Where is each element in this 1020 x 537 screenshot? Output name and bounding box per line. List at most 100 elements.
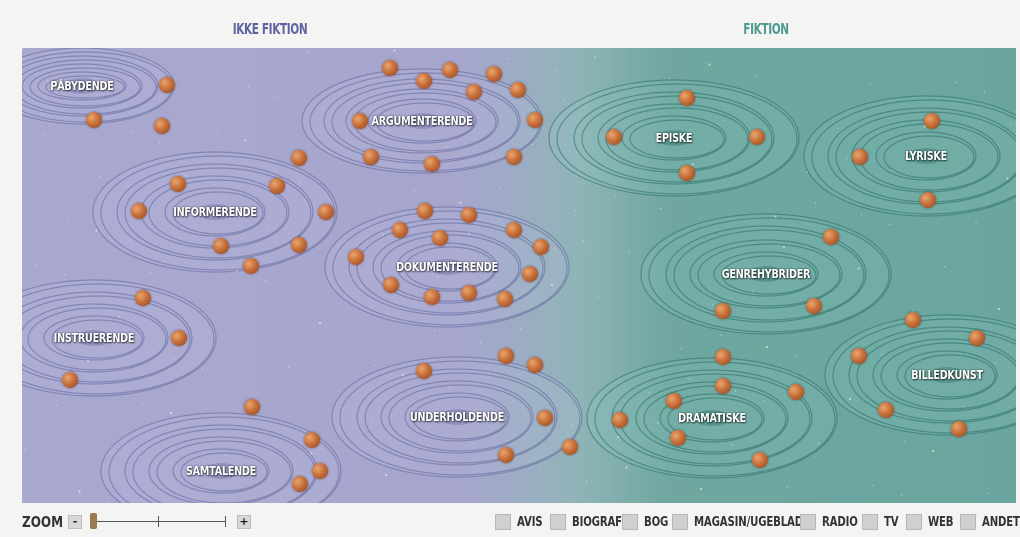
galaxy-label-genrehybrider[interactable]: GENREHYBRIDER [721,267,811,281]
planet-instruerende[interactable] [62,372,78,388]
galaxy-label-dokumenterende[interactable]: DOKUMENTERENDE [396,260,498,274]
planet-billedkunst[interactable] [851,348,867,364]
checkbox[interactable] [495,514,511,530]
planet-informerende[interactable] [269,178,285,194]
planet-dokumenterende[interactable] [424,289,440,305]
planet-dokumenterende[interactable] [392,222,408,238]
filter-biograf[interactable]: BIOGRAF [550,514,636,530]
planet-samtalende[interactable] [244,399,260,415]
planet-argumenterende[interactable] [466,84,482,100]
planet-episke[interactable] [606,129,622,145]
checkbox[interactable] [672,514,688,530]
planet-informerende[interactable] [243,258,259,274]
planet-paabydende[interactable] [86,112,102,128]
planet-dokumenterende[interactable] [348,249,364,265]
galaxy-label-argumenterende[interactable]: ARGUMENTERENDE [371,114,473,128]
planet-dokumenterende[interactable] [522,266,538,282]
planet-episke[interactable] [679,90,695,106]
planet-underholdende[interactable] [498,348,514,364]
galaxy-label-paabydende[interactable]: PÅBYDENDE [50,79,114,93]
planet-lyriske[interactable] [852,149,868,165]
galaxy-label-informerende[interactable]: INFORMERENDE [173,205,257,219]
zoom-slider-handle[interactable] [90,513,97,529]
planet-informerende[interactable] [170,176,186,192]
planet-informerende[interactable] [318,204,334,220]
planet-underholdende[interactable] [527,357,543,373]
planet-underholdende[interactable] [416,363,432,379]
planet-dramatiske[interactable] [612,412,628,428]
planet-argumenterende[interactable] [486,66,502,82]
planet-dokumenterende[interactable] [417,203,433,219]
galaxy-label-billedkunst[interactable]: BILLEDKUNST [911,368,983,382]
checkbox[interactable] [862,514,878,530]
planet-samtalende[interactable] [292,476,308,492]
planet-dokumenterende[interactable] [506,222,522,238]
galaxy-label-samtalende[interactable]: SAMTALENDE [186,464,256,478]
planet-billedkunst[interactable] [969,330,985,346]
planet-argumenterende[interactable] [527,112,543,128]
filter-bog[interactable]: BOG [622,514,675,530]
planet-dokumenterende[interactable] [461,285,477,301]
galaxy-label-underholdende[interactable]: UNDERHOLDENDE [409,410,505,424]
planet-underholdende[interactable] [562,439,578,455]
filter-magasin-ugeblad[interactable]: MAGASIN/UGEBLAD [672,514,834,530]
planet-dramatiske[interactable] [715,349,731,365]
planet-argumenterende[interactable] [352,113,368,129]
galaxy-label-episke[interactable]: EPISKE [655,131,693,145]
filter-tv[interactable]: TV [862,514,903,530]
planet-informerende[interactable] [291,237,307,253]
checkbox[interactable] [800,514,816,530]
planet-argumenterende[interactable] [506,149,522,165]
filter-avis[interactable]: AVIS [495,514,550,530]
planet-genrehybrider[interactable] [823,229,839,245]
planet-instruerende[interactable] [135,290,151,306]
galaxy-label-lyriske[interactable]: LYRISKE [905,149,947,163]
planet-argumenterende[interactable] [442,62,458,78]
filter-andet[interactable]: ANDET [960,514,1020,530]
planet-argumenterende[interactable] [363,149,379,165]
planet-informerende[interactable] [131,203,147,219]
checkbox[interactable] [622,514,638,530]
planet-dramatiske[interactable] [715,378,731,394]
planet-samtalende[interactable] [312,463,328,479]
planet-dokumenterende[interactable] [432,230,448,246]
planet-dokumenterende[interactable] [461,207,477,223]
planet-argumenterende[interactable] [416,73,432,89]
planet-paabydende[interactable] [154,118,170,134]
planet-dramatiske[interactable] [666,393,682,409]
checkbox[interactable] [906,514,922,530]
zoom-out-button[interactable]: - [68,515,82,529]
zoom-slider-track[interactable] [91,516,226,527]
planet-dramatiske[interactable] [670,430,686,446]
planet-billedkunst[interactable] [951,421,967,437]
planet-genrehybrider[interactable] [806,298,822,314]
planet-informerende[interactable] [213,238,229,254]
planet-genrehybrider[interactable] [715,303,731,319]
planet-dokumenterende[interactable] [533,239,549,255]
planet-paabydende[interactable] [159,77,175,93]
filter-web[interactable]: WEB [906,514,961,530]
planet-samtalende[interactable] [304,432,320,448]
genre-galaxy-map[interactable]: PÅBYDENDE ARGUMENTERENDE INFORMERENDE DOKUM… [22,48,1016,503]
planet-argumenterende[interactable] [424,156,440,172]
planet-dramatiske[interactable] [788,384,804,400]
checkbox[interactable] [960,514,976,530]
planet-instruerende[interactable] [171,330,187,346]
planet-argumenterende[interactable] [510,82,526,98]
planet-dokumenterende[interactable] [383,277,399,293]
planet-argumenterende[interactable] [382,60,398,76]
planet-dokumenterende[interactable] [497,291,513,307]
galaxy-label-dramatiske[interactable]: DRAMATISKE [678,411,746,425]
planet-informerende[interactable] [291,150,307,166]
planet-billedkunst[interactable] [878,402,894,418]
planet-lyriske[interactable] [920,192,936,208]
filter-radio[interactable]: RADIO [800,514,868,530]
checkbox[interactable] [550,514,566,530]
planet-underholdende[interactable] [537,410,553,426]
galaxy-label-instruerende[interactable]: INSTRUERENDE [53,331,135,345]
planet-episke[interactable] [749,129,765,145]
planet-underholdende[interactable] [498,447,514,463]
planet-billedkunst[interactable] [905,312,921,328]
planet-dramatiske[interactable] [752,452,768,468]
planet-lyriske[interactable] [924,113,940,129]
